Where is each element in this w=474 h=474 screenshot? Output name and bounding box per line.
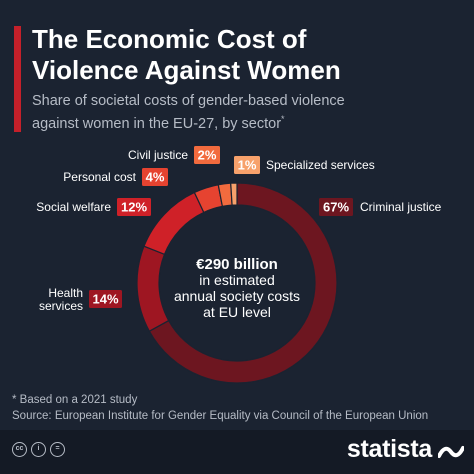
slice-label-4: 2% Civil justice xyxy=(128,146,220,164)
value-label-2: 12% xyxy=(121,200,147,215)
subtitle-line-2: against women in the EU-27, by sector* xyxy=(32,110,452,133)
value-label-0: 67% xyxy=(323,200,349,215)
attribution-icon[interactable]: i xyxy=(31,442,46,457)
value-badge-2 xyxy=(117,198,151,216)
subtitle-line-2-text: against women in the EU-27, by sector xyxy=(32,115,282,132)
value-badge-1 xyxy=(89,290,122,308)
no-derivatives-icon[interactable]: = xyxy=(50,442,65,457)
accent-bar xyxy=(14,26,21,132)
value-badge-5 xyxy=(234,156,260,174)
study-note: * Based on a 2021 study xyxy=(12,394,138,406)
value-label-4: 2% xyxy=(198,148,217,163)
license-icons: cc i = xyxy=(12,442,65,457)
donut-slice-2 xyxy=(143,191,205,256)
chart-title: The Economic Cost of Violence Against Wo… xyxy=(32,24,462,86)
slice-label-3: 4% Personal cost xyxy=(63,168,168,186)
value-label-1: 14% xyxy=(92,292,118,307)
slice-label-0: 67% Criminal justice xyxy=(319,198,442,216)
slice-label-2: 12% Social welfare xyxy=(36,198,151,216)
category-label-1-line-2: services xyxy=(39,299,83,313)
value-badge-4 xyxy=(194,146,220,164)
center-text-2: annual society costs xyxy=(174,288,300,304)
footnote: * Based on a 2021 study Source: European… xyxy=(12,392,428,424)
slice-label-5: 1% Specialized services xyxy=(234,156,375,174)
value-label-3: 4% xyxy=(146,170,165,185)
donut-slice-0 xyxy=(148,182,338,384)
statista-logo[interactable]: statista xyxy=(346,435,432,463)
category-label-3: Personal cost xyxy=(63,170,136,184)
category-label-2: Social welfare xyxy=(36,200,111,214)
center-text-3: at EU level xyxy=(203,304,271,320)
category-label-5: Specialized services xyxy=(266,158,375,172)
category-label-4: Civil justice xyxy=(128,148,188,162)
subtitle-line-1: Share of societal costs of gender-based … xyxy=(32,93,345,109)
value-badge-3 xyxy=(142,168,168,186)
donut-slice-5 xyxy=(230,182,238,206)
footer-bar: cc i = statista xyxy=(0,430,474,474)
value-badge-0 xyxy=(319,198,353,216)
source-note: Source: European Institute for Gender Eq… xyxy=(12,410,429,422)
title-line-1: The Economic Cost of xyxy=(32,24,307,54)
subtitle-footnote-marker: * xyxy=(281,114,285,124)
category-label-1-line-1: Health xyxy=(48,286,83,300)
chart-subtitle: Share of societal costs of gender-based … xyxy=(32,92,452,133)
center-text-0: €290 billion xyxy=(196,256,278,273)
value-label-5: 1% xyxy=(238,158,257,173)
donut-slice-1 xyxy=(136,245,170,332)
creative-commons-icon[interactable]: cc xyxy=(12,442,27,457)
title-line-2: Violence Against Women xyxy=(32,55,341,85)
center-text-1: in estimated xyxy=(199,272,274,288)
statista-logo-icon xyxy=(438,446,464,458)
category-label-0: Criminal justice xyxy=(360,200,442,214)
